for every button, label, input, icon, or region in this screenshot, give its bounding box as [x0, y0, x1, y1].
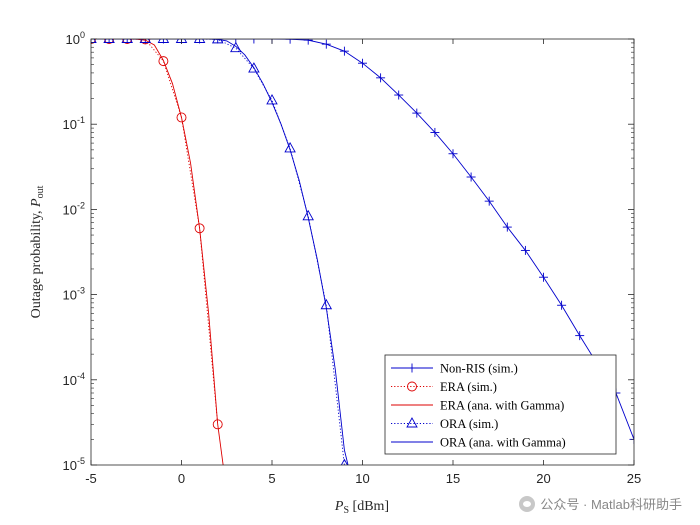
- data-point-circle: [194, 223, 205, 234]
- data-point-circle: [158, 56, 169, 67]
- legend-item: ERA (ana. with Gamma): [391, 399, 564, 413]
- data-point-plus: [321, 39, 331, 49]
- series-4: [91, 39, 349, 465]
- data-point-plus: [339, 46, 349, 56]
- data-point-plus: [158, 39, 168, 44]
- legend-box: [384, 354, 617, 455]
- y-axis-symbol: P: [29, 198, 44, 208]
- data-point-triangle: [193, 39, 206, 43]
- data-point-triangle: [211, 39, 224, 44]
- data-point-plus: [502, 222, 512, 232]
- data-point-plus: [557, 300, 567, 310]
- data-point-plus: [358, 58, 367, 68]
- data-point-plus: [394, 90, 404, 100]
- data-point-plus: [448, 149, 458, 159]
- legend: Non-RIS (sim.) ERA (sim.) ERA (ana. with G…: [384, 354, 617, 455]
- data-point-plus: [575, 331, 585, 341]
- legend-label: ERA (ana. with Gamma): [440, 399, 564, 413]
- data-point-plus: [213, 39, 223, 44]
- data-point-plus: [140, 39, 150, 44]
- data-point-plus: [122, 39, 132, 44]
- data-point-plus: [249, 39, 259, 44]
- tick-label-layer: -5 0 5 10 15 20 25 10-5 10-4 10-3 10-2 10-1 100: [63, 30, 642, 486]
- data-point-circle: [122, 39, 133, 44]
- data-point-plus: [539, 272, 548, 282]
- x-tick-label: 0: [178, 471, 185, 486]
- data-point-triangle: [103, 39, 115, 43]
- data-point-plus: [466, 172, 476, 182]
- data-point-plus: [407, 363, 417, 373]
- y-axis-text: Outage probability,: [29, 207, 44, 318]
- y-tick-label: 10-2: [63, 200, 85, 217]
- series-layer: [91, 39, 634, 465]
- series-line: [91, 39, 349, 465]
- data-point-circle: [104, 39, 115, 44]
- legend-label: ORA (ana. with Gamma): [440, 436, 566, 450]
- data-point-circle: [176, 112, 187, 123]
- y-tick-label: 10-3: [63, 286, 85, 303]
- watermark: 公众号 · Matlab科研助手: [519, 494, 682, 513]
- data-point-triangle: [121, 39, 133, 43]
- x-axis-symbol: P: [334, 499, 344, 514]
- legend-item: Non-RIS (sim.): [391, 362, 518, 376]
- data-point-triangle: [230, 41, 242, 53]
- x-tick-label: 5: [268, 471, 275, 486]
- x-tick-label: 15: [446, 471, 460, 486]
- x-axis-unit: [dBm]: [349, 499, 389, 514]
- data-point-triangle: [139, 39, 152, 43]
- data-point-triangle: [340, 458, 348, 465]
- legend-item: ERA (sim.): [391, 380, 497, 394]
- data-point-triangle: [406, 417, 418, 428]
- data-point-plus: [484, 196, 494, 206]
- x-axis-title: PS [dBm]: [334, 499, 389, 516]
- x-tick-label: 10: [355, 471, 369, 486]
- x-tick-label: 20: [536, 471, 550, 486]
- y-tick-label: 100: [66, 30, 85, 47]
- y-tick-label: 10-1: [63, 115, 85, 132]
- x-axis-subscript: S: [343, 505, 349, 516]
- data-point-plus: [104, 39, 114, 44]
- x-tick-label: 25: [627, 471, 641, 486]
- data-point-plus: [195, 39, 205, 44]
- legend-item: ORA (sim.): [391, 417, 498, 431]
- data-point-triangle: [248, 62, 260, 73]
- data-point-plus: [412, 108, 422, 118]
- legend-label: ORA (sim.): [440, 417, 498, 431]
- y-axis-subscript: out: [35, 185, 46, 198]
- data-point-triangle: [302, 209, 314, 221]
- y-tick-label: 10-4: [63, 371, 85, 388]
- y-tick-label: 10-5: [63, 456, 85, 473]
- legend-label: Non-RIS (sim.): [440, 362, 518, 376]
- data-point-plus: [376, 73, 386, 83]
- data-point-triangle: [157, 39, 170, 43]
- legend-item: ORA (ana. with Gamma): [391, 436, 566, 450]
- data-point-plus: [303, 39, 313, 45]
- y-axis-title: Outage probability, Pout: [29, 185, 46, 318]
- tick-layer: [90, 38, 635, 466]
- watermark-text: 公众号 · Matlab科研助手: [540, 497, 682, 512]
- data-point-plus: [430, 127, 440, 137]
- data-point-triangle: [266, 94, 278, 105]
- legend-items: Non-RIS (sim.) ERA (sim.) ERA (ana. with G…: [391, 362, 566, 450]
- data-point-triangle: [284, 141, 296, 153]
- data-point-circle: [407, 381, 417, 392]
- legend-label: ERA (sim.): [440, 380, 497, 394]
- x-tick-label: -5: [85, 471, 97, 486]
- data-point-plus: [520, 245, 530, 255]
- wechat-icon: [519, 495, 536, 512]
